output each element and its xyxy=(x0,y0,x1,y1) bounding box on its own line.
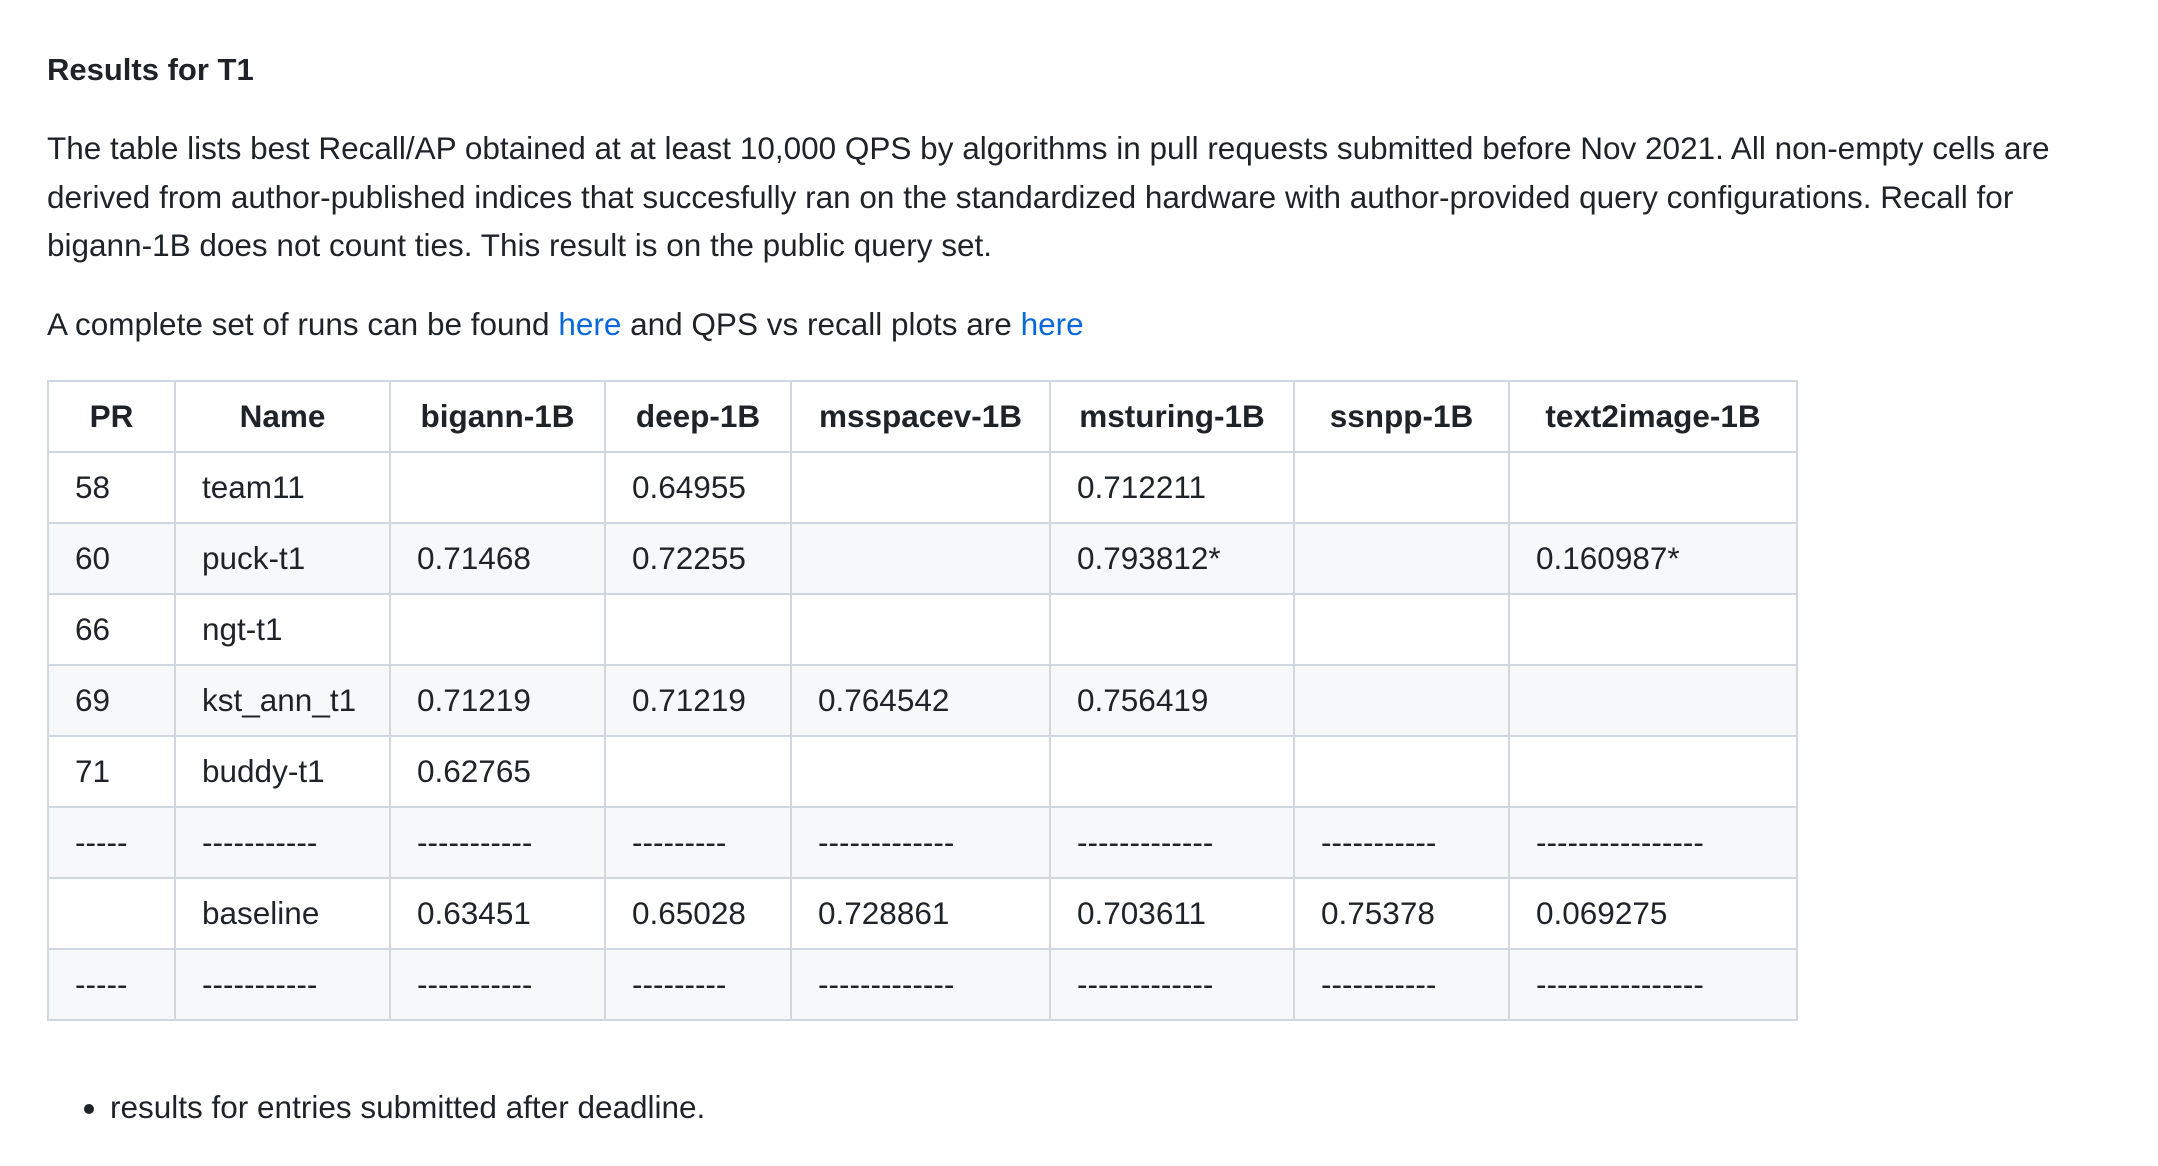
table-row: 69 kst_ann_t1 0.71219 0.71219 0.764542 0… xyxy=(47,664,1798,737)
table-cell xyxy=(1508,593,1798,666)
table-row: baseline 0.63451 0.65028 0.728861 0.7036… xyxy=(47,877,1798,950)
table-cell: buddy-t1 xyxy=(174,735,391,808)
column-header-text2image: text2image-1B xyxy=(1508,380,1798,453)
table-cell: ----------- xyxy=(174,806,391,879)
table-cell: ---------------- xyxy=(1508,806,1798,879)
plots-link[interactable]: here xyxy=(1020,306,1084,342)
table-cell xyxy=(47,877,176,950)
table-cell: 66 xyxy=(47,593,176,666)
table-cell: ------------- xyxy=(1049,948,1295,1021)
table-cell: 0.64955 xyxy=(604,451,792,524)
table-cell: 0.712211 xyxy=(1049,451,1295,524)
table-cell xyxy=(1293,593,1510,666)
table-cell: 0.65028 xyxy=(604,877,792,950)
results-table: PR Name bigann-1B deep-1B msspacev-1B ms… xyxy=(47,380,1798,1021)
column-header-ssnpp: ssnpp-1B xyxy=(1293,380,1510,453)
table-row: 60 puck-t1 0.71468 0.72255 0.793812* 0.1… xyxy=(47,522,1798,595)
table-cell: 0.71468 xyxy=(389,522,606,595)
table-separator-row: ----- ----------- ----------- --------- … xyxy=(47,806,1798,879)
table-separator-row: ----- ----------- ----------- --------- … xyxy=(47,948,1798,1021)
table-cell: 0.728861 xyxy=(790,877,1051,950)
table-cell xyxy=(790,522,1051,595)
table-cell: ----------- xyxy=(1293,948,1510,1021)
table-cell: ----------- xyxy=(389,806,606,879)
table-cell: ----- xyxy=(47,948,176,1021)
table-cell xyxy=(1049,735,1295,808)
links-prefix-text: A complete set of runs can be found xyxy=(47,306,559,342)
table-cell xyxy=(1293,451,1510,524)
table-cell xyxy=(604,593,792,666)
links-paragraph: A complete set of runs can be found here… xyxy=(47,300,1084,348)
notes-list: results for entries submitted after dead… xyxy=(47,1083,705,1131)
table-cell: 0.71219 xyxy=(389,664,606,737)
table-cell: puck-t1 xyxy=(174,522,391,595)
table-cell: ----------- xyxy=(389,948,606,1021)
table-cell: ------------- xyxy=(1049,806,1295,879)
column-header-msturing: msturing-1B xyxy=(1049,380,1295,453)
table-row: 58 team11 0.64955 0.712211 xyxy=(47,451,1798,524)
table-cell: 60 xyxy=(47,522,176,595)
table-cell: 0.793812* xyxy=(1049,522,1295,595)
table-cell: 0.703611 xyxy=(1049,877,1295,950)
table-cell: 0.764542 xyxy=(790,664,1051,737)
table-cell xyxy=(604,735,792,808)
table-cell: 0.63451 xyxy=(389,877,606,950)
table-cell: 0.75378 xyxy=(1293,877,1510,950)
table-cell: ----------- xyxy=(1293,806,1510,879)
table-cell: ---------------- xyxy=(1508,948,1798,1021)
table-cell: 0.62765 xyxy=(389,735,606,808)
table-cell xyxy=(1293,664,1510,737)
links-middle-text: and QPS vs recall plots are xyxy=(621,306,1021,342)
table-cell: --------- xyxy=(604,948,792,1021)
table-cell: 0.160987* xyxy=(1508,522,1798,595)
table-cell: 0.069275 xyxy=(1508,877,1798,950)
table-cell xyxy=(790,735,1051,808)
column-header-deep: deep-1B xyxy=(604,380,792,453)
table-cell: 0.71219 xyxy=(604,664,792,737)
table-cell: ----------- xyxy=(174,948,391,1021)
table-cell: 69 xyxy=(47,664,176,737)
table-cell xyxy=(1293,522,1510,595)
table-cell xyxy=(1508,451,1798,524)
table-cell xyxy=(790,593,1051,666)
column-header-pr: PR xyxy=(47,380,176,453)
table-cell xyxy=(1293,735,1510,808)
table-cell: --------- xyxy=(604,806,792,879)
table-row: 71 buddy-t1 0.62765 xyxy=(47,735,1798,808)
table-cell: ----- xyxy=(47,806,176,879)
table-cell: 0.72255 xyxy=(604,522,792,595)
table-cell xyxy=(389,593,606,666)
table-row: 66 ngt-t1 xyxy=(47,593,1798,666)
table-cell: 0.756419 xyxy=(1049,664,1295,737)
table-header-row: PR Name bigann-1B deep-1B msspacev-1B ms… xyxy=(47,380,1798,453)
table-cell xyxy=(1508,664,1798,737)
table-cell: ------------- xyxy=(790,806,1051,879)
table-cell: ------------- xyxy=(790,948,1051,1021)
table-cell: 58 xyxy=(47,451,176,524)
table-cell: team11 xyxy=(174,451,391,524)
column-header-name: Name xyxy=(174,380,391,453)
section-heading: Results for T1 xyxy=(47,52,254,87)
table-cell xyxy=(790,451,1051,524)
column-header-bigann: bigann-1B xyxy=(389,380,606,453)
table-cell xyxy=(389,451,606,524)
table-cell: baseline xyxy=(174,877,391,950)
table-cell: ngt-t1 xyxy=(174,593,391,666)
column-header-msspacev: msspacev-1B xyxy=(790,380,1051,453)
table-cell: kst_ann_t1 xyxy=(174,664,391,737)
table-cell xyxy=(1508,735,1798,808)
list-item: results for entries submitted after dead… xyxy=(110,1083,705,1131)
table-cell xyxy=(1049,593,1295,666)
table-cell: 71 xyxy=(47,735,176,808)
description-paragraph: The table lists best Recall/AP obtained … xyxy=(47,130,2050,263)
runs-link[interactable]: here xyxy=(558,306,622,342)
